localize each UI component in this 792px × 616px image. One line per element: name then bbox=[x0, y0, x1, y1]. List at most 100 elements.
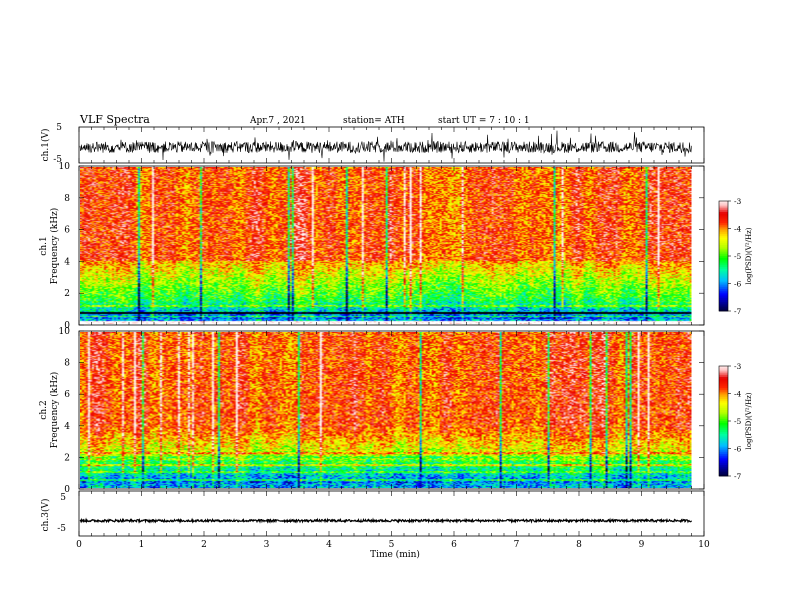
colorbar-segment bbox=[719, 457, 728, 460]
colorbar-segment bbox=[719, 411, 728, 415]
ch1-spectrogram-image bbox=[80, 167, 692, 324]
frequency-tick-label: 10 bbox=[59, 327, 71, 337]
ch1-waveform-ticks bbox=[78, 127, 705, 163]
figure-title: VLF Spectra bbox=[79, 113, 150, 126]
colorbar-segment bbox=[719, 461, 728, 464]
colorbar-segment bbox=[719, 212, 728, 215]
colorbar-segment bbox=[719, 408, 728, 411]
colorbar-segment bbox=[719, 404, 728, 407]
colorbar-segment bbox=[719, 305, 728, 308]
colorbar-segment bbox=[719, 281, 728, 284]
colorbar-segment bbox=[719, 290, 728, 294]
colorbar-segment bbox=[719, 303, 728, 306]
colorbar-segment bbox=[719, 380, 728, 383]
colorbar-segment bbox=[719, 435, 728, 438]
ch3-ytick-top: 5 bbox=[60, 493, 66, 503]
colorbar-segment bbox=[719, 463, 728, 466]
colorbar-segment bbox=[719, 201, 728, 204]
colorbar-segment bbox=[719, 256, 728, 259]
colorbar-segment bbox=[719, 241, 728, 244]
colorbar-segment bbox=[719, 263, 728, 266]
colorbar-segment bbox=[719, 270, 728, 273]
colorbar-segment bbox=[719, 366, 728, 369]
colorbar-segment bbox=[719, 254, 728, 257]
time-tick-label: 7 bbox=[514, 540, 520, 550]
colorbar-segment bbox=[719, 422, 728, 426]
colorbar-segment bbox=[719, 426, 728, 429]
colorbar-segment bbox=[719, 309, 728, 312]
colorbar-segment bbox=[719, 272, 728, 275]
colorbar-segment bbox=[719, 250, 728, 253]
colorbar-segment bbox=[719, 202, 728, 206]
ch1-spectrogram-panel: 0 2 4 6 8 10 ch.1 Frequency (kHz) bbox=[39, 162, 705, 331]
ch2-spectrogram-image bbox=[80, 332, 692, 488]
colorbar-segment bbox=[719, 382, 728, 385]
colorbar-segment bbox=[719, 234, 728, 237]
colorbar-segment bbox=[719, 433, 728, 437]
colorbar-segment bbox=[719, 465, 728, 468]
colorbar-segment bbox=[719, 213, 728, 217]
colorbar-segment bbox=[719, 217, 728, 220]
colorbar-segment bbox=[719, 444, 728, 448]
frequency-tick-label: 4 bbox=[64, 257, 70, 267]
colorbar-segment bbox=[719, 301, 728, 305]
colorbar-segment bbox=[719, 267, 728, 270]
colorbar-segment bbox=[719, 287, 728, 290]
colorbar-segment bbox=[719, 373, 728, 376]
ch1-spectrogram-ytick-labels: 0 2 4 6 8 10 bbox=[59, 162, 704, 331]
colorbar-segment bbox=[719, 430, 728, 433]
colorbar-segment bbox=[719, 206, 728, 209]
colorbar-segment bbox=[719, 259, 728, 262]
frequency-tick-label: 2 bbox=[64, 289, 70, 299]
time-tick-label: 4 bbox=[326, 540, 332, 550]
ch2-spectrogram-ytick-labels: 0 2 4 6 8 10 bbox=[59, 327, 704, 495]
colorbar-segment bbox=[719, 243, 728, 246]
ch3-waveform-trace bbox=[79, 517, 693, 524]
colorbar-segment bbox=[719, 413, 728, 416]
colorbar-segment bbox=[719, 459, 728, 462]
colorbar-segment bbox=[719, 257, 728, 261]
colorbar-segment bbox=[719, 223, 728, 226]
colorbar-segment bbox=[719, 399, 728, 402]
colorbar-tick-label: -6 bbox=[734, 445, 742, 454]
colorbar-segment bbox=[719, 276, 728, 279]
colorbar-segment bbox=[719, 215, 728, 218]
ch3-ytick-bottom: -5 bbox=[57, 524, 66, 534]
time-tick-label: 6 bbox=[451, 540, 457, 550]
ch3-waveform-ylabel: ch.3(V) bbox=[40, 499, 51, 532]
colorbar-segment bbox=[719, 454, 728, 457]
time-tick-label: 5 bbox=[389, 540, 395, 550]
colorbar-segment bbox=[719, 393, 728, 396]
colorbar-tick-label: -7 bbox=[734, 472, 742, 481]
colorbar-segment bbox=[719, 285, 728, 288]
colorbar-segment bbox=[719, 466, 728, 470]
colorbar-tick-label: -5 bbox=[734, 417, 742, 426]
colorbar-segment bbox=[719, 228, 728, 231]
colorbar-segment bbox=[719, 384, 728, 387]
start-time-label: start UT = 7 : 10 : 1 bbox=[438, 116, 530, 126]
ch1-spectrogram-ticks bbox=[78, 166, 705, 325]
colorbar-segment bbox=[719, 391, 728, 394]
colorbar-segment bbox=[719, 450, 728, 453]
time-x-axis: 0 1 2 3 4 5 6 7 8 9 10 bbox=[76, 540, 710, 550]
ch1-spectrogram-ylabel: Frequency (kHz) bbox=[49, 208, 60, 285]
colorbar-segment bbox=[719, 419, 728, 422]
colorbar-segment bbox=[719, 406, 728, 409]
ch1-ytick-top: 5 bbox=[56, 123, 62, 133]
colorbar-tick-label: -7 bbox=[734, 307, 742, 316]
colorbar-segment bbox=[719, 378, 728, 382]
colorbar-segment bbox=[719, 292, 728, 295]
ch1-waveform-ylabel: ch.1(V) bbox=[40, 129, 51, 162]
ch3-waveform-panel: 5 -5 ch.3(V) bbox=[40, 490, 705, 537]
frequency-tick-label: 6 bbox=[64, 390, 70, 400]
colorbar-segment bbox=[719, 261, 728, 264]
colorbar-segment bbox=[719, 278, 728, 281]
time-tick-label: 2 bbox=[201, 540, 207, 550]
colorbar-segment bbox=[719, 298, 728, 301]
colorbar-segment bbox=[719, 415, 728, 418]
ch1-waveform-panel: 5 -5 ch.1(V) bbox=[40, 123, 705, 165]
colorbar-tick-label: -5 bbox=[734, 252, 742, 261]
time-tick-label: 1 bbox=[139, 540, 145, 550]
colorbar-segment bbox=[719, 452, 728, 455]
